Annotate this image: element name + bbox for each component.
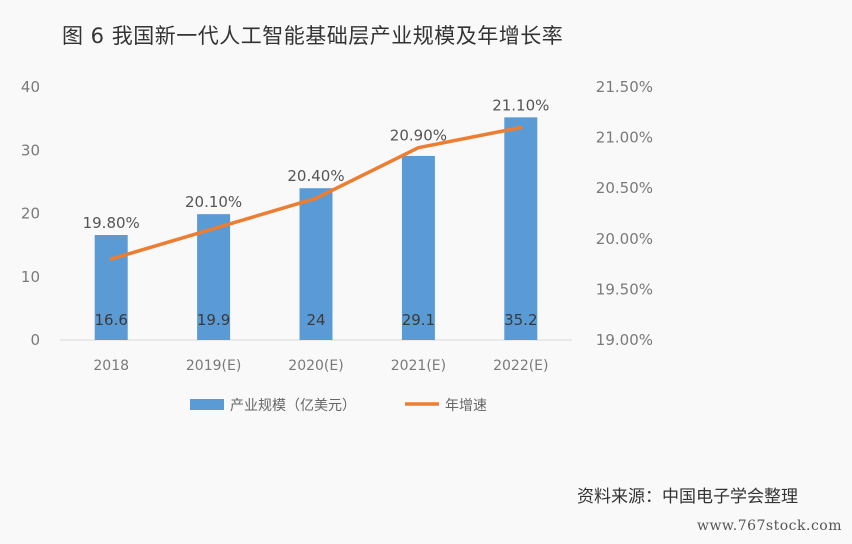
bar xyxy=(401,155,435,340)
left-axis: 0 10 20 30 40 xyxy=(21,78,40,349)
line-value-label: 20.40% xyxy=(287,167,344,185)
bar-value-label: 35.2 xyxy=(504,311,537,329)
line-value-labels: 19.80% 20.10% 20.40% 20.90% 21.10% xyxy=(83,96,550,232)
right-tick-label: 21.00% xyxy=(596,129,653,147)
bar-value-label: 29.1 xyxy=(402,311,435,329)
source-note: 资料来源：中国电子学会整理 xyxy=(577,487,798,507)
right-tick-label: 19.50% xyxy=(596,280,653,298)
line-value-label: 20.90% xyxy=(390,127,447,145)
left-tick-label: 30 xyxy=(21,141,40,159)
left-tick-label: 10 xyxy=(21,268,40,286)
category-label: 2018 xyxy=(93,358,129,374)
watermark: www.767stock.com xyxy=(696,518,842,534)
bar-value-label: 24 xyxy=(306,311,325,329)
right-tick-label: 21.50% xyxy=(596,78,653,96)
growth-line xyxy=(109,125,523,261)
category-labels: 2018 2019(E) 2020(E) 2021(E) 2022(E) xyxy=(93,358,548,374)
line-value-label: 20.10% xyxy=(185,193,242,211)
bar xyxy=(94,235,128,340)
left-tick-label: 0 xyxy=(30,331,40,349)
category-label: 2021(E) xyxy=(391,358,446,374)
bar-series xyxy=(94,117,538,340)
left-tick-label: 40 xyxy=(21,78,40,96)
right-axis: 19.00% 19.50% 20.00% 20.50% 21.00% 21.50% xyxy=(596,78,653,349)
left-tick-label: 20 xyxy=(21,205,40,223)
bar xyxy=(504,117,538,340)
legend-bar-label: 产业规模（亿美元） xyxy=(230,398,356,414)
legend: 产业规模（亿美元） 年增速 xyxy=(190,398,487,414)
right-tick-label: 20.50% xyxy=(596,179,653,197)
bar-value-labels: 16.6 19.9 24 29.1 35.2 xyxy=(94,311,537,329)
bar xyxy=(197,214,231,340)
chart-title: 图 6 我国新一代人工智能基础层产业规模及年增长率 xyxy=(62,24,564,48)
right-tick-label: 20.00% xyxy=(596,230,653,248)
bar-value-label: 19.9 xyxy=(197,311,230,329)
category-label: 2019(E) xyxy=(186,358,241,374)
legend-line-label: 年增速 xyxy=(445,398,487,414)
category-label: 2020(E) xyxy=(288,358,343,374)
category-label: 2022(E) xyxy=(493,358,548,374)
legend-bar-swatch xyxy=(190,399,224,410)
line-series xyxy=(109,125,523,261)
bar-value-label: 16.6 xyxy=(94,311,127,329)
line-value-label: 19.80% xyxy=(83,214,140,232)
line-value-label: 21.10% xyxy=(492,96,549,114)
right-tick-label: 19.00% xyxy=(596,331,653,349)
bar xyxy=(299,188,333,340)
